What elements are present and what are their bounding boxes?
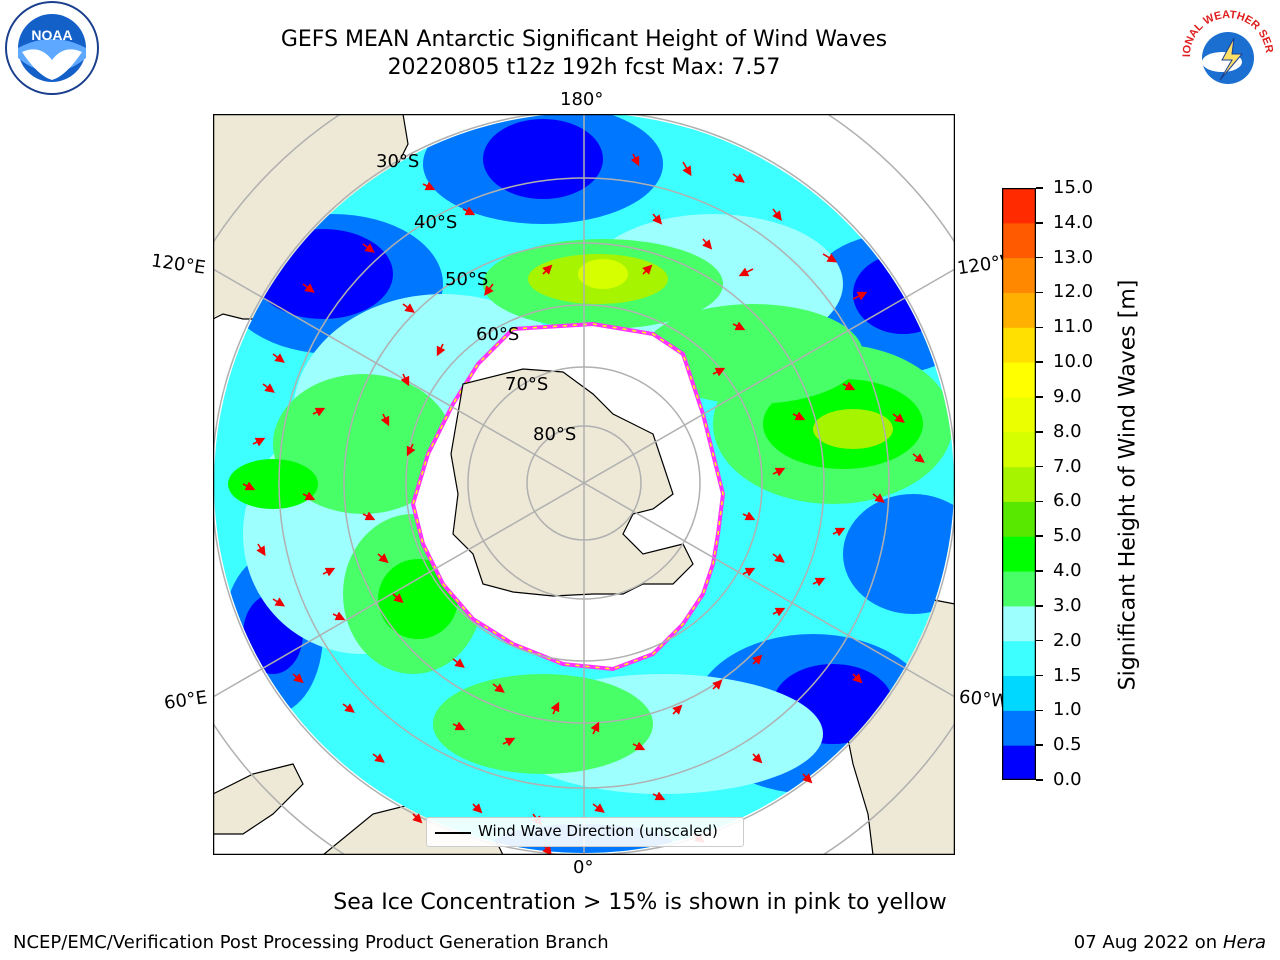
colorbar-tick-mark xyxy=(1036,465,1043,468)
colorbar-tick-mark xyxy=(1036,500,1043,503)
colorbar-tick-mark xyxy=(1036,431,1043,433)
colorbar-cell xyxy=(1002,327,1036,363)
madagascar-land xyxy=(213,763,304,835)
colorbar-tick-label: 6.0 xyxy=(1053,490,1082,512)
colorbar-tick-mark xyxy=(1036,744,1043,746)
colorbar-tick-label: 9.0 xyxy=(1053,385,1082,407)
colorbar-cell xyxy=(1002,745,1036,780)
chart-subtitle: 20220805 t12z 192h fcst Max: 7.57 xyxy=(387,55,781,80)
nws-logo: NATIONAL WEATHER SERVICE xyxy=(1176,2,1276,102)
meridian-label-180: 180° xyxy=(560,89,604,110)
map-legend: Wind Wave Direction (unscaled) xyxy=(426,817,744,847)
colorbar-cell xyxy=(1002,431,1036,468)
meridian-label-120e: 120°E xyxy=(149,250,207,279)
latitude-label-80s: 80°S xyxy=(533,424,577,445)
noaa-logo: NOAA xyxy=(5,1,99,95)
colorbar-tick-mark xyxy=(1036,291,1043,294)
chart-title: GEFS MEAN Antarctic Significant Height o… xyxy=(280,27,888,52)
colorbar-tick-mark xyxy=(1036,326,1043,329)
colorbar-tick-mark xyxy=(1036,570,1043,572)
colorbar-cell xyxy=(1002,710,1036,746)
date-text: 07 Aug 2022 on xyxy=(1073,932,1218,953)
colorbar-tick-mark xyxy=(1036,256,1043,259)
date-stamp: 07 Aug 2022 on Hera xyxy=(1074,932,1266,953)
colorbar-tick-label: 0.0 xyxy=(1053,769,1082,790)
meridian-label-60e: 60°E xyxy=(162,687,209,714)
colorbar-tick-label: 3.0 xyxy=(1053,594,1082,616)
colorbar-cell xyxy=(1002,675,1036,711)
noaa-logo-text: NOAA xyxy=(31,27,72,43)
colorbar-tick-label: 5.0 xyxy=(1053,525,1082,547)
host-name: Hera xyxy=(1222,932,1266,953)
colorbar-tick-label: 13.0 xyxy=(1053,246,1094,268)
colorbar-tick-label: 11.0 xyxy=(1053,316,1094,338)
colorbar-tick-label: 0.5 xyxy=(1053,734,1082,756)
colorbar-tick-label: 10.0 xyxy=(1053,351,1094,373)
colorbar-tick-mark xyxy=(1036,639,1043,642)
colorbar-tick-mark xyxy=(1036,674,1043,677)
colorbar-tick-mark xyxy=(1036,361,1043,363)
colorbar-tick-mark xyxy=(1036,605,1043,607)
sea-ice-note: Sea Ice Concentration > 15% is shown in … xyxy=(333,890,947,915)
wave-direction-arrows xyxy=(242,153,925,855)
polar-map xyxy=(213,114,955,855)
legend-label: Wind Wave Direction (unscaled) xyxy=(478,822,718,840)
colorbar-cell xyxy=(1002,501,1036,537)
colorbar-tick-label: 8.0 xyxy=(1053,420,1082,442)
colorbar-cell xyxy=(1002,222,1036,259)
colorbar-tick-mark xyxy=(1036,187,1043,189)
latitude-label-50s: 50°S xyxy=(445,269,489,290)
colorbar-tick-mark xyxy=(1036,396,1043,398)
colorbar-tick-label: 1.0 xyxy=(1053,699,1082,721)
colorbar-cell xyxy=(1002,536,1036,572)
colorbar-tick-label: 7.0 xyxy=(1053,455,1082,477)
colorbar-tick-mark xyxy=(1036,709,1043,712)
colorbar-cell xyxy=(1002,292,1036,328)
colorbar-cell xyxy=(1002,396,1036,433)
colorbar-tick-label: 14.0 xyxy=(1053,211,1094,233)
colorbar-tick-label: 12.0 xyxy=(1053,281,1094,303)
colorbar-label: Significant Height of Wind Waves [m] xyxy=(1115,279,1141,691)
colorbar-tick-label: 1.5 xyxy=(1053,664,1082,686)
colorbar-cell xyxy=(1002,362,1036,398)
graticule xyxy=(213,114,955,855)
colorbar-tick-label: 4.0 xyxy=(1053,560,1082,582)
colorbar-tick-label: 2.0 xyxy=(1053,629,1082,651)
colorbar-cell xyxy=(1002,571,1036,607)
colorbar-cell xyxy=(1002,466,1036,502)
latitude-label-30s: 30°S xyxy=(376,151,420,172)
latitude-label-60s: 60°S xyxy=(476,324,520,345)
colorbar-cell xyxy=(1002,640,1036,677)
credit-text: NCEP/EMC/Verification Post Processing Pr… xyxy=(13,932,609,953)
latitude-label-40s: 40°S xyxy=(414,212,458,233)
colorbar-tick-mark xyxy=(1036,222,1043,224)
colorbar-tick-label: 15.0 xyxy=(1053,177,1094,198)
colorbar-tick-mark xyxy=(1036,779,1043,781)
colorbar xyxy=(1002,188,1036,780)
latitude-label-70s: 70°S xyxy=(505,374,549,395)
legend-line-swatch xyxy=(435,832,471,834)
colorbar-cell xyxy=(1002,605,1036,642)
colorbar-cell xyxy=(1002,257,1036,293)
meridian-label-0: 0° xyxy=(573,857,594,878)
colorbar-tick-mark xyxy=(1036,535,1043,537)
colorbar-cell xyxy=(1002,188,1036,224)
